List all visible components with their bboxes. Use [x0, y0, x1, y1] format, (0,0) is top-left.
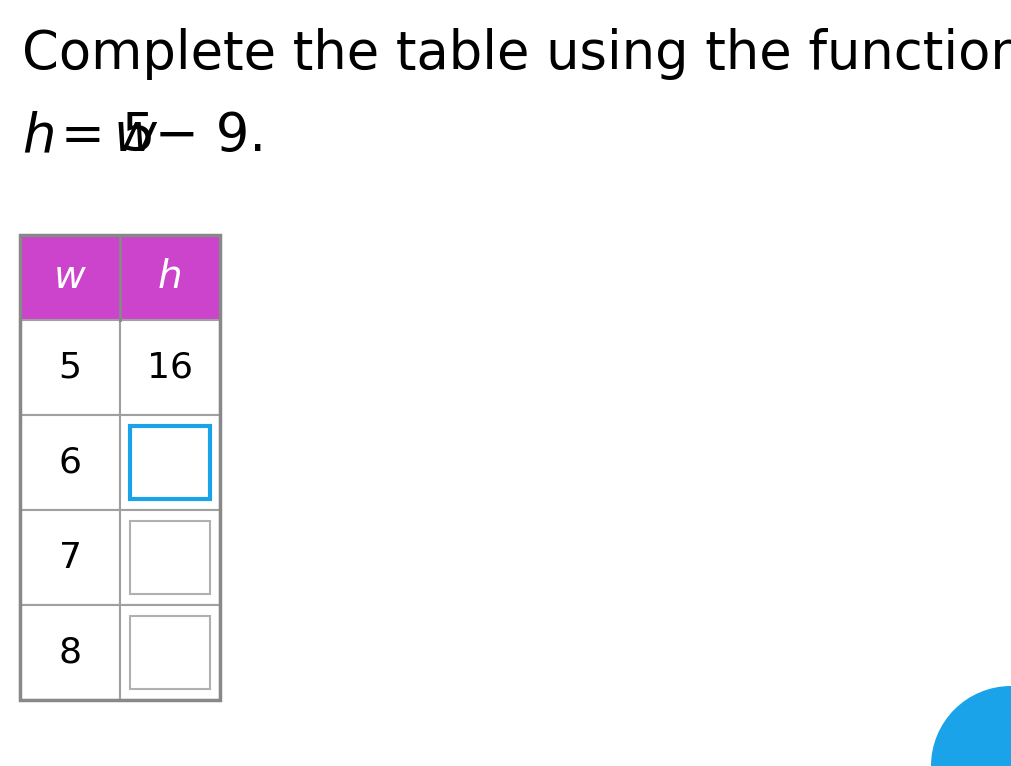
Text: − 9.: − 9.: [137, 110, 266, 162]
Text: 7: 7: [59, 541, 82, 574]
Text: 16: 16: [147, 351, 193, 385]
Bar: [20, 320, 120, 415]
Bar: [20, 510, 120, 605]
Text: 6: 6: [59, 446, 82, 480]
Bar: [130, 522, 210, 594]
Text: 5: 5: [59, 351, 82, 385]
Text: Complete the table using the function: Complete the table using the function: [22, 28, 1011, 80]
Bar: [130, 617, 210, 689]
Text: w: w: [114, 110, 157, 162]
Bar: [120, 415, 220, 510]
Text: h: h: [158, 258, 182, 296]
Bar: [20, 605, 120, 700]
Bar: [120, 320, 220, 415]
Text: = 5: = 5: [44, 110, 156, 162]
Bar: [20, 235, 220, 700]
Bar: [20, 235, 220, 320]
Text: 8: 8: [59, 636, 82, 669]
Text: w: w: [55, 258, 86, 296]
Bar: [120, 510, 220, 605]
Text: h: h: [22, 110, 56, 162]
Bar: [20, 415, 120, 510]
Bar: [130, 427, 210, 499]
Circle shape: [931, 686, 1011, 766]
Bar: [120, 605, 220, 700]
